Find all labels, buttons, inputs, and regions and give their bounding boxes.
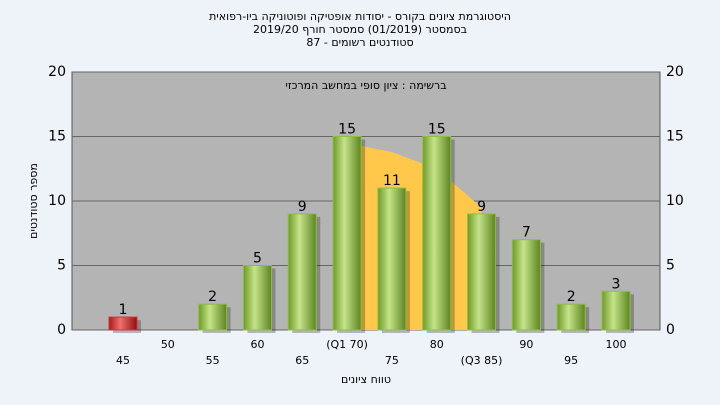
data-label: 2 — [567, 289, 576, 305]
title-line: בסמסטר (01/2019) סמסטר חורף 2019/20 — [253, 23, 467, 36]
data-label: 2 — [208, 289, 217, 305]
x-tick-label: 50 — [161, 338, 175, 351]
data-label: 15 — [428, 122, 446, 138]
y2-tick-label: 5 — [666, 258, 675, 274]
bar — [198, 303, 228, 331]
x-tick-label: (Q1 70) — [326, 338, 368, 351]
bar — [377, 187, 407, 331]
y-tick-label: 5 — [57, 258, 66, 274]
annotation: ברשימה : ציון סופי במחשב המרכזי — [285, 79, 446, 92]
data-label: 7 — [522, 225, 531, 241]
bar — [287, 213, 317, 331]
x-tick-label: 55 — [206, 354, 220, 367]
x-tick-label: 100 — [606, 338, 627, 351]
data-label: 15 — [338, 122, 356, 138]
data-label: 5 — [253, 251, 262, 267]
x-tick-label: 80 — [430, 338, 444, 351]
bar — [556, 303, 586, 331]
bar — [108, 316, 138, 331]
bar — [511, 239, 541, 331]
y-tick-label: 0 — [57, 322, 66, 338]
x-axis-label: טווח ציונים — [341, 373, 391, 386]
y2-tick-label: 20 — [666, 64, 684, 80]
data-label: 1 — [119, 302, 128, 318]
bar — [242, 265, 272, 331]
y-axis-label: מספר סטודנטים — [27, 163, 40, 239]
x-tick-label: 75 — [385, 354, 399, 367]
bar — [332, 136, 362, 331]
bar — [601, 290, 631, 331]
y2-tick-label: 15 — [666, 129, 684, 145]
y-tick-label: 15 — [48, 129, 66, 145]
x-tick-label: (Q3 85) — [461, 354, 503, 367]
y2-tick-label: 0 — [666, 322, 675, 338]
data-label: 3 — [612, 276, 621, 292]
bar — [422, 136, 452, 331]
data-label: 11 — [383, 173, 401, 189]
y2-tick-label: 10 — [666, 193, 684, 209]
y-tick-label: 10 — [48, 193, 66, 209]
x-tick-label: 65 — [295, 354, 309, 367]
title-line: היסטוגרמת ציונים בקורס - יסודות אופטיקה … — [209, 10, 511, 23]
bar — [467, 213, 497, 331]
data-label: 9 — [477, 199, 486, 215]
x-tick-label: 95 — [564, 354, 578, 367]
data-label: 9 — [298, 199, 307, 215]
x-tick-label: 60 — [250, 338, 264, 351]
title-line: סטודנטים רשומים - 87 — [306, 36, 413, 49]
x-tick-label: 90 — [519, 338, 533, 351]
y-tick-label: 20 — [48, 64, 66, 80]
x-tick-label: 45 — [116, 354, 130, 367]
